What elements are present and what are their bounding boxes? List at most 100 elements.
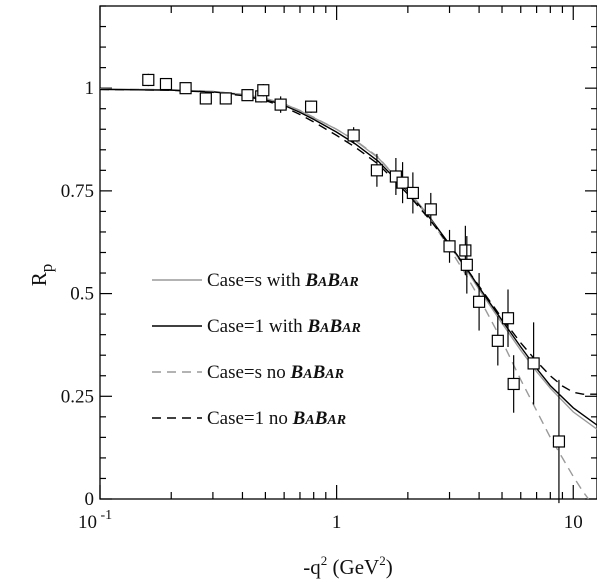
data-point	[472, 273, 486, 331]
babar-letter-big: B	[328, 316, 342, 337]
x-title-unit-sup: 2	[379, 553, 386, 568]
data-point	[219, 92, 232, 105]
legend-entry-text: Case=1 with BABAR	[207, 316, 361, 337]
babar-letter-small: R	[334, 367, 344, 382]
data-marker	[304, 100, 318, 113]
babar-letter-small: A	[304, 413, 314, 428]
data-marker	[406, 186, 419, 200]
data-marker	[459, 244, 472, 257]
data-point	[406, 172, 419, 214]
y-tick-label: 0.5	[70, 284, 94, 305]
y-tick-label: 0	[85, 489, 95, 510]
babar-letter-small: R	[336, 413, 346, 428]
data-point	[424, 192, 437, 226]
babar-letter-small: A	[339, 275, 349, 290]
babar-letter-big: B	[306, 316, 320, 337]
legend-entry-label: Case=s with	[207, 270, 305, 291]
plot-frame	[99, 5, 597, 500]
data-point	[396, 162, 409, 204]
y-tick-label: 0.25	[61, 386, 94, 407]
data-marker	[472, 295, 486, 308]
data-point	[389, 158, 402, 195]
data-point	[179, 82, 192, 95]
x-title-unit: (GeV	[327, 555, 379, 579]
data-marker	[424, 203, 437, 216]
x-tick-label-base: 10	[78, 512, 97, 533]
data-marker	[460, 258, 473, 271]
babar-letter-big: B	[292, 408, 306, 429]
babar-letter-small: R	[351, 321, 361, 336]
babar-letter-big: B	[290, 362, 304, 383]
babar-letter-big: B	[326, 270, 340, 291]
data-point	[347, 127, 360, 144]
y-title-base: R	[27, 272, 51, 286]
data-marker	[507, 377, 520, 391]
legend-entry-label: Case=1 with	[207, 316, 307, 337]
x-title-base: -q	[303, 555, 321, 579]
babar-letter-small: A	[302, 367, 312, 382]
babar-letter-small: A	[326, 413, 336, 428]
data-point	[241, 89, 254, 102]
x-axis-title: -q2 (GeV2)	[303, 553, 392, 579]
data-point	[274, 96, 287, 113]
babar-letter-small: A	[317, 275, 327, 290]
data-marker	[370, 164, 384, 177]
y-tick-label: 1	[85, 78, 95, 99]
data-point	[159, 77, 173, 91]
data-marker	[179, 82, 192, 95]
y-axis-title: Rp	[27, 264, 56, 287]
legend-entry-label: Case=1 no	[207, 408, 293, 429]
x-title-sup: 2	[321, 553, 328, 568]
legend-entry-text: Case=s with BABAR	[207, 270, 359, 291]
y-tick-label: 0.75	[61, 181, 94, 202]
data-points	[142, 73, 566, 504]
data-point	[501, 289, 515, 347]
data-point	[142, 73, 155, 87]
x-axis-title-text: -q2 (GeV2)	[303, 553, 392, 579]
babar-letter-small: A	[324, 367, 334, 382]
x-tick-label: 10 -1	[78, 508, 112, 533]
data-marker	[389, 170, 402, 183]
y-title-sub: p	[37, 264, 56, 273]
babar-letter-big: B	[304, 270, 318, 291]
data-marker	[443, 240, 456, 253]
data-point	[304, 100, 318, 113]
data-marker	[274, 98, 287, 111]
data-point	[552, 379, 566, 504]
y-axis-title-text: Rp	[27, 264, 56, 287]
data-marker	[527, 357, 540, 370]
data-marker	[257, 84, 270, 97]
data-marker	[219, 92, 232, 105]
data-marker	[159, 77, 173, 91]
data-point	[443, 229, 456, 263]
data-marker	[142, 73, 155, 87]
data-marker	[199, 92, 212, 105]
legend-entry-text: Case=1 no BABAR	[207, 408, 346, 429]
data-marker	[347, 129, 360, 142]
legend-entry-text: Case=s no BABAR	[207, 362, 344, 383]
data-marker	[396, 176, 409, 189]
data-point	[370, 153, 384, 187]
series-line	[99, 88, 597, 395]
babar-letter-small: R	[348, 275, 358, 290]
data-marker	[491, 334, 504, 347]
x-title-unit-close: )	[386, 555, 393, 579]
x-tick-label: 10	[564, 512, 583, 533]
x-tick-label-exponent: -1	[97, 508, 112, 523]
data-marker	[241, 89, 254, 102]
legend-entry-label: Case=s no	[207, 362, 291, 383]
babar-letter-big: B	[314, 408, 328, 429]
series-line	[99, 88, 590, 500]
babar-letter-small: A	[319, 321, 329, 336]
data-point	[507, 355, 520, 413]
data-marker	[501, 312, 515, 325]
babar-letter-small: A	[341, 321, 351, 336]
data-point	[460, 236, 473, 294]
data-point	[491, 316, 504, 366]
data-marker	[552, 435, 566, 448]
data-point	[199, 92, 212, 105]
data-point	[257, 84, 270, 97]
